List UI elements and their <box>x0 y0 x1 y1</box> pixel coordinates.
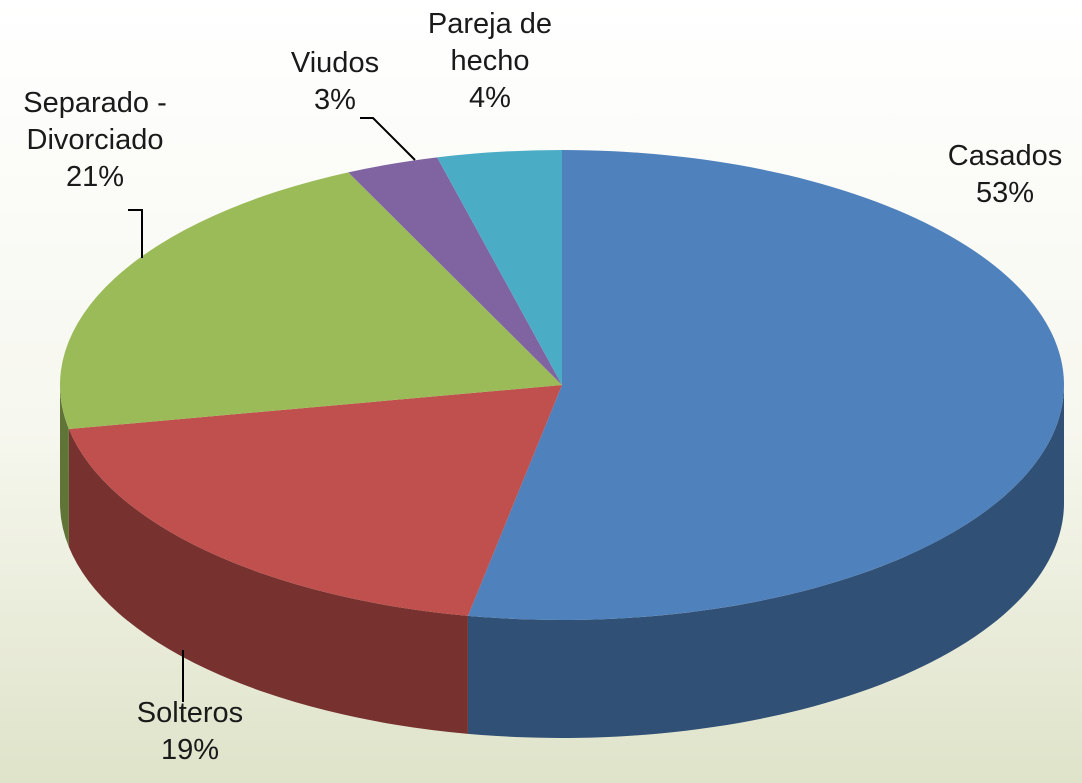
slice <box>68 385 563 616</box>
slice <box>59 172 562 430</box>
label-line: Separado - <box>23 87 167 119</box>
label-line: hecho <box>450 45 529 77</box>
leader-line <box>360 117 416 161</box>
label-line: Divorciado <box>27 124 164 156</box>
data-label-value: 19% <box>161 734 219 766</box>
data-label-value: 53% <box>976 177 1034 209</box>
data-label-category: Pareja de hecho <box>428 8 552 77</box>
slice-side <box>467 385 1064 739</box>
data-label-value: 21% <box>66 161 124 193</box>
data-label-category: Casados <box>948 140 1062 172</box>
label-line: Pareja de <box>428 8 552 40</box>
data-label-category: Solteros <box>137 697 243 729</box>
slice <box>437 150 562 385</box>
data-label-category: Viudos <box>291 47 379 79</box>
slice-side <box>68 429 468 734</box>
slice-side <box>60 385 69 548</box>
data-label-value: 4% <box>469 82 511 114</box>
slice <box>348 157 562 385</box>
leader-line <box>128 209 143 258</box>
data-label-category: Separado - Divorciado <box>23 87 167 156</box>
data-label-value: 3% <box>314 84 356 116</box>
slice <box>467 150 1064 620</box>
